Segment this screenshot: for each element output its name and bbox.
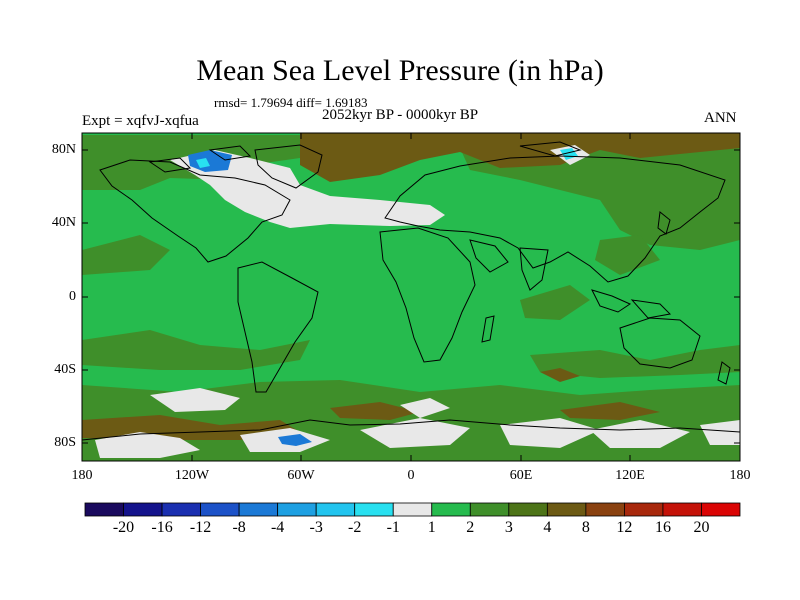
colorbar-box-14 — [624, 502, 664, 517]
colorbar-label: -16 — [151, 519, 173, 536]
lat-label-40n: 40N — [51, 215, 76, 230]
colorbar-label: -12 — [189, 519, 212, 536]
colorbar-box-9 — [431, 502, 471, 517]
colorbar-label: -20 — [112, 519, 135, 536]
colorbar-box-11 — [508, 502, 548, 517]
colorbar-box-6 — [315, 502, 356, 517]
lat-label-40s: 40S — [54, 362, 76, 377]
colorbar-label: 2 — [466, 519, 475, 536]
colorbar-box-5 — [277, 502, 317, 517]
lat-label-80n: 80N — [51, 142, 76, 157]
colorbar-label: -3 — [309, 519, 323, 536]
experiment-label: Expt = xqfvJ-xqfua — [82, 113, 199, 129]
colorbar-label: 16 — [654, 519, 671, 536]
colorbar-box-7 — [354, 502, 394, 517]
colorbar-label: 12 — [616, 519, 633, 536]
season-label: ANN — [704, 110, 737, 126]
coastlines — [82, 141, 740, 441]
colorbar-label: -2 — [348, 519, 362, 536]
colorbar-box-1 — [123, 502, 163, 517]
region-weak-negative — [196, 148, 578, 168]
colorbar-label: 8 — [581, 519, 590, 536]
colorbar-label: 3 — [504, 519, 513, 536]
colorbar-box-16 — [701, 502, 741, 517]
region-near-zero — [95, 145, 740, 458]
colorbar-label: -1 — [386, 519, 400, 536]
colorbar-box-2 — [161, 502, 201, 517]
lon-label-120w: 120W — [174, 468, 210, 483]
colorbar-box-8 — [392, 502, 433, 517]
colorbar-box-3 — [200, 502, 240, 517]
lon-label-60w: 60W — [287, 468, 315, 483]
lon-label-180w: 180 — [71, 468, 93, 483]
colorbar-box-13 — [585, 502, 625, 517]
colorbar-label: -4 — [270, 519, 285, 536]
colorbar-label: 4 — [543, 519, 552, 536]
map-title: Mean Sea Level Pressure (in hPa) — [196, 54, 604, 87]
colorbar-box-4 — [238, 502, 279, 517]
region-negative — [188, 150, 312, 446]
colorbar-box-12 — [546, 502, 587, 517]
lon-label-60e: 60E — [509, 468, 533, 483]
colorbar-box-0 — [84, 502, 124, 517]
lat-ticks — [82, 149, 740, 444]
rmsd-diff-stats: rmsd= 1.79694 diff= 1.69183 — [214, 95, 368, 110]
lat-label-80s: 80S — [54, 435, 76, 450]
colorbar-label: 1 — [427, 519, 436, 536]
colorbar-box-10 — [469, 502, 510, 517]
lon-label-120e: 120E — [615, 468, 645, 483]
time-period: 2052kyr BP - 0000kyr BP — [321, 107, 479, 123]
colorbar-box-15 — [662, 502, 702, 517]
colorbar-label: -8 — [232, 519, 246, 536]
lon-ticks — [191, 133, 631, 461]
lon-label-0: 0 — [407, 468, 415, 483]
lat-label-0: 0 — [69, 289, 76, 304]
colorbar-label: 20 — [693, 519, 710, 536]
lon-label-180e: 180 — [729, 468, 751, 483]
